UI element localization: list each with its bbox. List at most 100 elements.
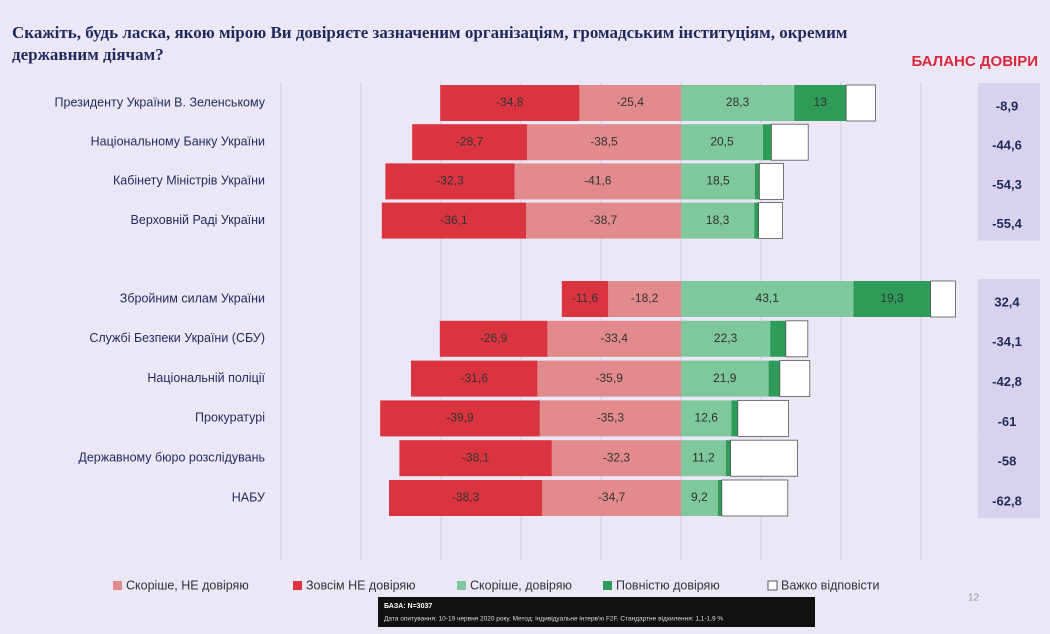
bar-segment — [845, 84, 876, 122]
bar-segment — [411, 360, 538, 397]
value-label: -25,4 — [617, 95, 645, 109]
value-label: -36,1 — [440, 213, 468, 227]
balance-cell — [978, 318, 1040, 359]
legend-label: Скоріше, НЕ довіряю — [126, 578, 249, 592]
balance-value: -58 — [998, 454, 1017, 469]
balance-value: -54,3 — [992, 177, 1022, 192]
bar-segment — [758, 202, 783, 240]
bar-segment — [755, 163, 760, 200]
value-label: -11,6 — [572, 291, 599, 305]
value-label: -39,9 — [446, 411, 474, 425]
balance-cell — [978, 478, 1040, 518]
category-label: НАБУ — [232, 490, 265, 504]
balance-value: -62,8 — [992, 493, 1022, 508]
legend-label: Зовсім НЕ довіряю — [306, 578, 416, 592]
balance-title: БАЛАНС ДОВІРИ — [911, 53, 1038, 70]
legend-label: Повністю довіряю — [616, 578, 720, 592]
value-label: -34,7 — [598, 490, 626, 504]
balance-cell — [978, 358, 1040, 399]
bar-segment — [737, 399, 789, 437]
bar-segment — [608, 281, 681, 317]
value-label: -35,3 — [597, 411, 625, 425]
balance-cell — [978, 83, 1040, 123]
bar-segment — [380, 400, 540, 437]
category-label: Прокуратурі — [195, 411, 265, 425]
legend-swatch — [113, 581, 122, 590]
legend-swatch — [457, 581, 466, 590]
bar-segment — [681, 440, 726, 477]
value-label: -34,8 — [496, 95, 524, 109]
bar-segment — [412, 124, 527, 161]
value-label: -33,4 — [601, 331, 629, 345]
bar-segment — [579, 85, 681, 121]
bar-segment — [514, 163, 681, 200]
balance-cell — [978, 438, 1040, 479]
category-label: Службі Безпеки України (СБУ) — [89, 331, 265, 345]
bar-segment — [763, 124, 772, 161]
value-label: -31,6 — [461, 371, 489, 385]
bar-segment — [759, 162, 784, 200]
value-label: -41,6 — [584, 174, 612, 188]
value-label: 12,6 — [695, 411, 719, 425]
bar-segment — [385, 163, 515, 200]
bar-segment — [681, 202, 755, 239]
category-label: Президенту України В. Зеленському — [55, 95, 266, 109]
category-label: Кабінету Міністрів України — [113, 174, 265, 188]
category-label: Національному Банку України — [91, 134, 265, 148]
bar-segment — [681, 163, 755, 200]
balance-value: -8,9 — [996, 98, 1018, 113]
balance-value: -55,4 — [992, 216, 1022, 231]
value-label: -38,3 — [452, 490, 480, 504]
page-number: 12 — [968, 593, 980, 604]
balance-value: 32,4 — [994, 294, 1020, 309]
chart-title: Скажіть, будь ласка, якою мірою Ви довір… — [12, 23, 848, 64]
footer-box — [378, 597, 815, 627]
bar-segment — [754, 202, 759, 239]
balance-value: -61 — [998, 414, 1017, 429]
balance-cell — [978, 398, 1040, 439]
category-label: Збройним силам України — [120, 291, 265, 305]
value-label: 21,9 — [713, 371, 737, 385]
category-label: Верховній Раді України — [131, 213, 265, 227]
bar-segment — [930, 280, 956, 318]
category-label: Державному бюро розслідувань — [78, 450, 265, 464]
bar-segment — [771, 123, 809, 161]
bar-segment — [527, 124, 681, 161]
bar-segment — [440, 85, 580, 121]
balance-value: -42,8 — [992, 374, 1022, 389]
bar-segment — [542, 480, 681, 516]
bar-segment — [768, 360, 780, 397]
value-label: -28,7 — [456, 134, 484, 148]
bar-segment — [681, 480, 718, 516]
value-label: -38,7 — [590, 213, 618, 227]
balance-cell — [978, 200, 1040, 241]
bar-segment — [681, 400, 732, 437]
balance-cell — [978, 279, 1040, 319]
bar-segment — [539, 400, 681, 437]
bar-segment — [551, 440, 681, 477]
legend-swatch — [293, 581, 302, 590]
bar-segment — [399, 440, 552, 477]
legend-swatch — [767, 580, 778, 591]
balance-cell — [978, 122, 1040, 163]
value-label: 11,2 — [692, 450, 715, 464]
value-label: 22,3 — [714, 331, 738, 345]
balance-cell — [978, 161, 1040, 202]
value-label: 28,3 — [726, 95, 750, 109]
bar-segment — [681, 281, 854, 317]
bar-segment — [561, 281, 609, 317]
bar-segment — [853, 281, 931, 317]
value-label: 13 — [814, 95, 828, 109]
bar-segment — [681, 124, 763, 161]
category-label: Національній поліції — [147, 371, 265, 385]
bar-segment — [731, 400, 738, 437]
value-label: -32,3 — [436, 174, 464, 188]
bar-segment — [681, 320, 771, 357]
bar-segment — [526, 202, 681, 239]
balance-value: -44,6 — [992, 138, 1022, 153]
base: БАЗА: N=3037 — [384, 603, 432, 610]
bar-segment — [717, 480, 722, 516]
bar-segment — [681, 85, 795, 121]
bar-segment — [681, 360, 769, 397]
